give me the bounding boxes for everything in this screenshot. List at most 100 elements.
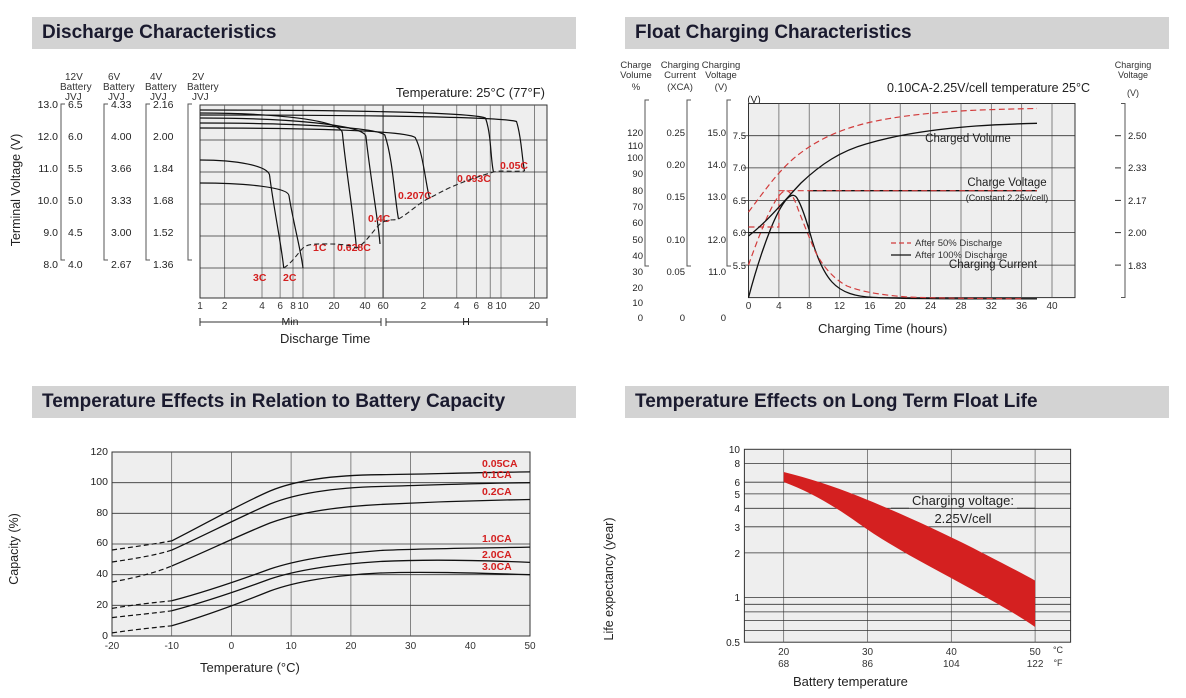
svg-text:0: 0 bbox=[746, 301, 752, 312]
svg-text:(V): (V) bbox=[715, 82, 728, 93]
svg-text:Volume: Volume bbox=[620, 70, 652, 81]
svg-text:0.10CA-2.25V/cell temperature: 0.10CA-2.25V/cell temperature 25°C bbox=[887, 81, 1090, 95]
svg-text:5.5: 5.5 bbox=[68, 163, 83, 175]
svg-text:2: 2 bbox=[734, 549, 740, 560]
svg-text:80: 80 bbox=[96, 507, 108, 519]
svg-text:40: 40 bbox=[632, 251, 643, 262]
svg-text:4: 4 bbox=[259, 301, 265, 312]
svg-text:8: 8 bbox=[734, 459, 740, 470]
svg-text:122: 122 bbox=[1027, 659, 1044, 670]
svg-text:50: 50 bbox=[1030, 647, 1042, 658]
svg-text:2.0CA: 2.0CA bbox=[482, 549, 512, 561]
svg-text:100: 100 bbox=[627, 153, 643, 164]
svg-text:28: 28 bbox=[955, 301, 967, 312]
svg-text:120: 120 bbox=[90, 446, 108, 458]
svg-text:°C: °C bbox=[1053, 645, 1064, 655]
svg-text:30: 30 bbox=[405, 641, 417, 652]
svg-text:0.05C: 0.05C bbox=[500, 160, 528, 172]
svg-text:6: 6 bbox=[277, 301, 283, 312]
svg-text:-20: -20 bbox=[105, 641, 120, 652]
svg-text:10: 10 bbox=[632, 298, 643, 309]
svg-text:0: 0 bbox=[680, 313, 685, 324]
svg-text:After 100% Discharge: After 100% Discharge bbox=[915, 250, 1007, 261]
svg-text:40: 40 bbox=[1046, 301, 1058, 312]
svg-text:4.00: 4.00 bbox=[111, 131, 132, 143]
svg-text:11.0: 11.0 bbox=[38, 163, 58, 175]
svg-text:0.628C: 0.628C bbox=[337, 242, 371, 254]
svg-text:5.0: 5.0 bbox=[68, 195, 83, 207]
svg-text:30: 30 bbox=[862, 647, 874, 658]
svg-text:0.4C: 0.4C bbox=[368, 213, 391, 225]
svg-text:Charging Time (hours): Charging Time (hours) bbox=[818, 321, 947, 336]
svg-text:-10: -10 bbox=[164, 641, 179, 652]
svg-text:8.0: 8.0 bbox=[43, 259, 58, 271]
svg-text:13.0: 13.0 bbox=[708, 192, 727, 203]
svg-text:50: 50 bbox=[632, 235, 643, 246]
svg-text:68: 68 bbox=[778, 659, 790, 670]
svg-text:20: 20 bbox=[529, 301, 541, 312]
svg-text:Voltage: Voltage bbox=[705, 70, 737, 81]
svg-text:15.0: 15.0 bbox=[708, 128, 727, 139]
svg-text:5.5: 5.5 bbox=[733, 261, 746, 272]
svg-text:°F: °F bbox=[1053, 658, 1063, 668]
svg-text:10.0: 10.0 bbox=[38, 195, 59, 207]
svg-text:40: 40 bbox=[465, 641, 477, 652]
svg-text:2.67: 2.67 bbox=[111, 259, 132, 271]
svg-text:6: 6 bbox=[734, 478, 740, 489]
svg-text:1.68: 1.68 bbox=[153, 195, 174, 207]
svg-text:8: 8 bbox=[806, 301, 812, 312]
svg-text:3.0CA: 3.0CA bbox=[482, 561, 512, 573]
svg-text:(Constant 2.25v/cell): (Constant 2.25v/cell) bbox=[966, 193, 1049, 203]
svg-text:Voltage: Voltage bbox=[1118, 70, 1148, 80]
svg-text:10: 10 bbox=[286, 641, 298, 652]
svg-text:Capacity (%): Capacity (%) bbox=[7, 513, 21, 585]
svg-text:0.15: 0.15 bbox=[667, 192, 686, 203]
svg-text:Charge Voltage: Charge Voltage bbox=[967, 177, 1046, 189]
svg-text:9.0: 9.0 bbox=[43, 227, 58, 239]
svg-text:Battery temperature: Battery temperature bbox=[793, 674, 908, 689]
svg-text:Min: Min bbox=[282, 316, 299, 328]
svg-text:60: 60 bbox=[96, 537, 108, 549]
svg-text:3.00: 3.00 bbox=[111, 227, 132, 239]
svg-text:8: 8 bbox=[487, 301, 493, 312]
svg-text:12.0: 12.0 bbox=[708, 235, 727, 246]
svg-text:After 50% Discharge: After 50% Discharge bbox=[915, 238, 1002, 249]
svg-text:Life expectancy (year): Life expectancy (year) bbox=[602, 518, 616, 641]
svg-text:0.10: 0.10 bbox=[667, 235, 686, 246]
svg-text:0: 0 bbox=[721, 313, 726, 324]
svg-text:6: 6 bbox=[474, 301, 480, 312]
svg-text:H: H bbox=[462, 316, 470, 328]
svg-text:10: 10 bbox=[495, 301, 507, 312]
svg-text:0.207C: 0.207C bbox=[398, 190, 432, 202]
svg-text:2.33: 2.33 bbox=[1128, 163, 1147, 174]
svg-text:1.84: 1.84 bbox=[153, 163, 174, 175]
svg-text:104: 104 bbox=[943, 659, 960, 670]
svg-text:1.0CA: 1.0CA bbox=[482, 533, 512, 545]
svg-text:7.0: 7.0 bbox=[733, 163, 746, 174]
svg-text:0.2CA: 0.2CA bbox=[482, 486, 512, 498]
svg-text:2: 2 bbox=[222, 301, 228, 312]
svg-text:0: 0 bbox=[638, 313, 643, 324]
svg-text:3.66: 3.66 bbox=[111, 163, 132, 175]
svg-text:32: 32 bbox=[986, 301, 998, 312]
svg-text:1.36: 1.36 bbox=[153, 259, 174, 271]
svg-text:40: 40 bbox=[359, 301, 371, 312]
svg-text:2C: 2C bbox=[283, 272, 297, 284]
svg-text:0.5: 0.5 bbox=[726, 638, 740, 649]
svg-text:20: 20 bbox=[345, 641, 357, 652]
svg-text:Terminal Voltage (V): Terminal Voltage (V) bbox=[9, 134, 23, 247]
svg-text:20: 20 bbox=[328, 301, 340, 312]
svg-text:30: 30 bbox=[632, 267, 643, 278]
svg-text:5: 5 bbox=[734, 490, 740, 501]
svg-text:80: 80 bbox=[632, 186, 643, 197]
svg-text:2.16: 2.16 bbox=[153, 99, 174, 111]
svg-text:2.25V/cell: 2.25V/cell bbox=[934, 511, 991, 526]
svg-text:0.20: 0.20 bbox=[667, 160, 686, 171]
svg-text:4.33: 4.33 bbox=[111, 99, 132, 111]
svg-text:100: 100 bbox=[90, 476, 108, 488]
svg-text:2.17: 2.17 bbox=[1128, 196, 1147, 207]
svg-text:20: 20 bbox=[778, 647, 790, 658]
svg-text:12.0: 12.0 bbox=[38, 131, 59, 143]
svg-text:1: 1 bbox=[734, 593, 740, 604]
svg-text:20: 20 bbox=[96, 599, 108, 611]
